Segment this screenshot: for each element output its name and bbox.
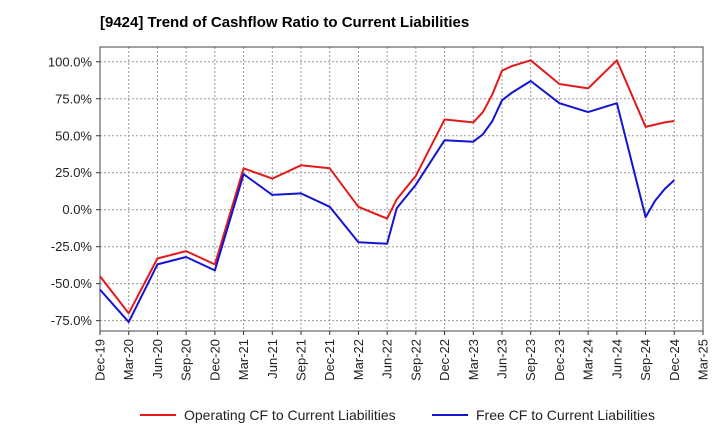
x-tick-label: Sep-24	[638, 339, 653, 381]
chart-title: [9424] Trend of Cashflow Ratio to Curren…	[100, 14, 470, 31]
legend: Operating CF to Current Liabilities Free…	[0, 404, 720, 426]
plot-frame	[99, 46, 704, 332]
x-tick-label: Jun-24	[609, 339, 624, 379]
x-tick-label: Mar-24	[581, 339, 596, 380]
x-tick-label: Dec-23	[552, 339, 567, 381]
x-tick-label: Jun-22	[380, 339, 395, 379]
y-tick-label: 75.0%	[55, 91, 92, 106]
y-tick-label: -75.0%	[51, 313, 93, 328]
x-tick-label: Dec-19	[93, 339, 108, 381]
x-tick-label: Sep-21	[294, 339, 309, 381]
x-tick-label: Mar-21	[236, 339, 251, 380]
legend-swatch-free-cf	[432, 414, 468, 416]
x-tick-label: Mar-22	[351, 339, 366, 380]
y-tick-label: 50.0%	[55, 128, 92, 143]
x-tick-label: Dec-21	[322, 339, 337, 381]
x-tick-label: Jun-21	[265, 339, 280, 379]
x-tick-label: Dec-24	[667, 339, 682, 381]
x-tick-label: Sep-22	[408, 339, 423, 381]
y-tick-label: -25.0%	[51, 239, 93, 254]
x-tick-label: Mar-20	[121, 339, 136, 380]
series-line-operating-cf	[99, 59, 675, 315]
x-tick-label: Sep-23	[523, 339, 538, 381]
y-tick-label: 0.0%	[62, 202, 92, 217]
x-tick-label: Mar-23	[466, 339, 481, 380]
x-tick-label: Dec-20	[207, 339, 222, 381]
x-tick-label: Mar-25	[696, 339, 711, 380]
y-tick-label: 25.0%	[55, 165, 92, 180]
x-tick-label: Jun-20	[150, 339, 165, 379]
y-tick-label: -50.0%	[51, 276, 93, 291]
series-line-free-cf	[99, 80, 675, 324]
x-tick-label: Jun-23	[495, 339, 510, 379]
legend-label-operating-cf: Operating CF to Current Liabilities	[184, 407, 396, 423]
legend-label-free-cf: Free CF to Current Liabilities	[476, 407, 655, 423]
x-tick-label: Dec-22	[437, 339, 452, 381]
x-tick-label: Sep-20	[179, 339, 194, 381]
plot-area	[100, 47, 703, 331]
legend-item-free-cf: Free CF to Current Liabilities	[432, 404, 655, 426]
legend-item-operating-cf: Operating CF to Current Liabilities	[140, 404, 396, 426]
legend-swatch-operating-cf	[140, 414, 176, 416]
y-tick-label: 100.0%	[48, 54, 93, 69]
